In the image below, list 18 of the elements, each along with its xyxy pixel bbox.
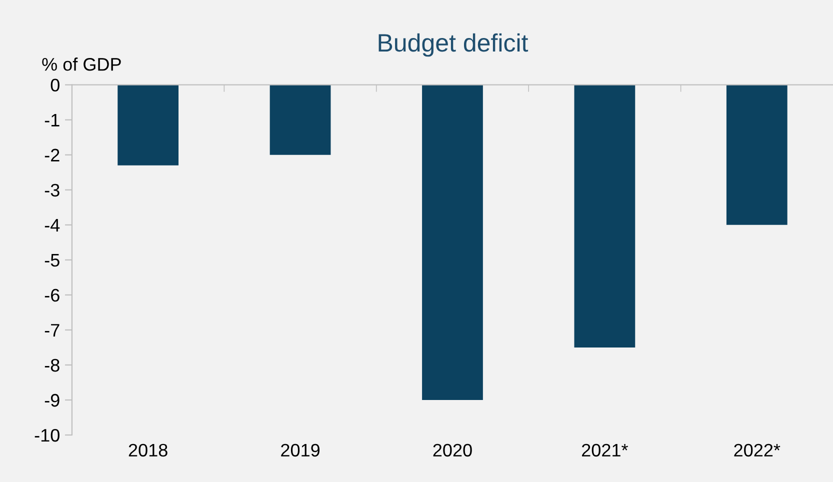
y-tick-label: -5 — [44, 254, 60, 267]
x-tick-label: 2021* — [582, 444, 628, 457]
y-tick-label: -7 — [44, 324, 60, 336]
y-tick-label: -1 — [44, 114, 60, 126]
y-tick-label: -3 — [44, 184, 60, 197]
x-tick-label: 2020 — [433, 444, 472, 457]
y-tick-label: -9 — [44, 394, 60, 407]
x-tick-label: 2019 — [281, 444, 320, 457]
y-tick-label: -8 — [44, 358, 60, 372]
y-tick-label: -10 — [34, 428, 60, 442]
x-tick-label: 2018 — [128, 444, 168, 457]
y-tick-label: -4 — [44, 219, 60, 232]
y-tick-label: -2 — [44, 148, 60, 162]
x-tick-label: 2022* — [734, 444, 780, 457]
chart-title: Budget deficit — [378, 33, 528, 57]
y-tick-label: -6 — [44, 288, 60, 302]
y-axis-title: % of GDP — [42, 58, 121, 71]
y-tick-label: 0 — [50, 78, 60, 92]
